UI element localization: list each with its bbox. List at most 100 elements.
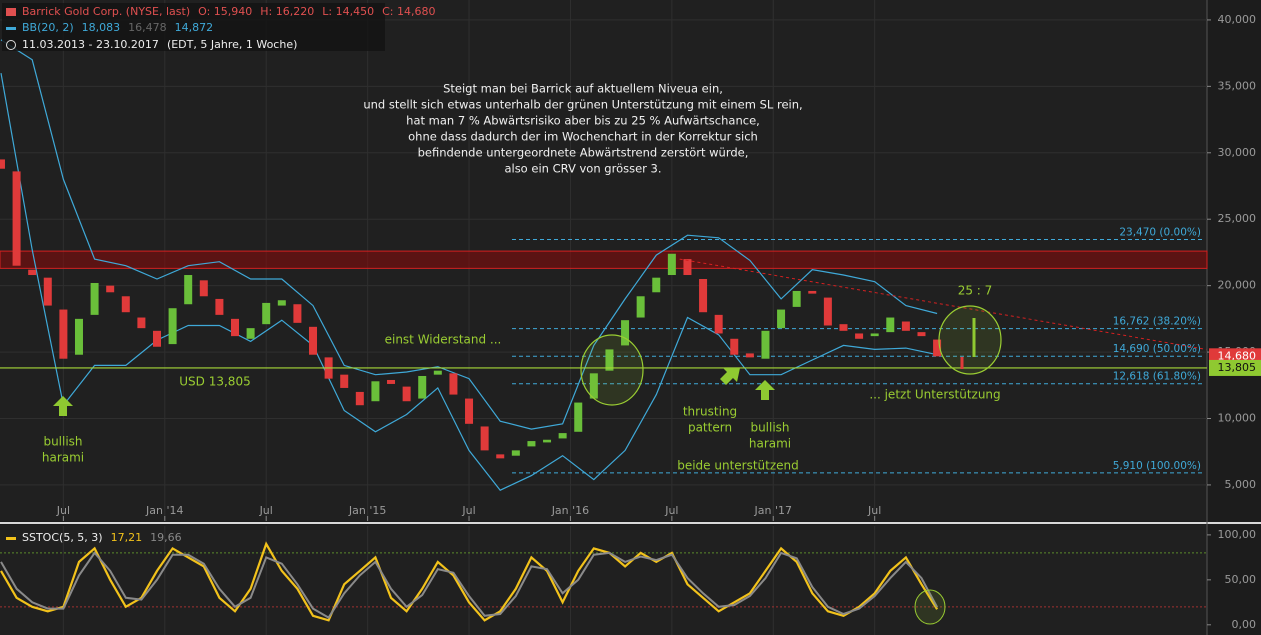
candle [667,253,676,276]
arrow [53,396,73,416]
candle [886,317,895,333]
note-line: ohne dass dadurch der im Wochenchart in … [408,130,758,144]
legend-text: 16,478 [128,21,167,34]
candle [761,330,770,359]
legend-text: SSTOC(5, 5, 3) [22,531,103,544]
candle [465,398,474,424]
legend-text: O: 15,940 [198,5,252,18]
stoch-line [0,541,939,622]
y-tick-label: 5,000 [1225,478,1257,491]
y-tick-label: 0,00 [1232,618,1257,631]
candle [433,370,442,375]
legend-text: BB(20, 2) [22,21,74,34]
candle [293,304,302,323]
candle [933,339,942,357]
candle [28,269,37,276]
legend-swatch [6,8,16,16]
annotation: einst Widerstand ... [385,333,502,347]
candle [636,296,645,318]
candle [917,332,926,337]
stoch-panel [0,525,1207,635]
annotation: harami [42,451,84,465]
annotation: beide unterstützend [677,459,799,473]
y-tick-label: 25,000 [1218,212,1257,225]
support-text: USD 13,805 [179,375,250,389]
candle [215,298,224,315]
note-line: und stellt sich etwas unterhalb der grün… [363,98,802,112]
fib-label: 16,762 (38.20%) [1113,316,1201,328]
candle [496,454,505,459]
last-price-label: 14,680 [1218,349,1257,362]
candle [59,309,68,359]
candle [231,318,240,337]
annotation: bullish [750,421,789,435]
candle [152,330,161,347]
legend-text: Barrick Gold Corp. (NYSE, last) [22,5,190,18]
annotation: thrusting [683,405,737,419]
x-tick-label: Jul [664,504,678,517]
legend-text: 18,083 [82,21,121,34]
candle [246,328,255,339]
candle [480,426,489,451]
candle [605,349,614,371]
legend-swatch [6,537,16,540]
bollinger-upper [0,39,938,430]
candle [90,282,99,315]
candle [683,259,692,276]
highlight-circle [914,589,946,625]
candle [106,285,115,293]
candle [730,338,739,355]
candle [449,373,458,395]
candle [699,278,708,313]
x-tick-label: Jul [259,504,273,517]
candle [387,379,396,384]
annotation: 25 : 7 [958,284,993,298]
candle [371,381,380,402]
candle [777,309,786,329]
legend-clock [6,40,16,50]
candle [199,280,208,297]
candle [121,296,130,313]
fib-label: 23,470 (0.00%) [1119,227,1201,239]
candle [0,159,5,169]
y-tick-label: 10,000 [1218,411,1257,424]
x-tick-label: Jan '15 [348,504,386,517]
y-tick-label: 100,00 [1218,528,1257,541]
legend-bg [2,3,385,51]
x-tick-label: Jan '14 [145,504,183,517]
candle [574,402,583,432]
note-line: hat man 7 % Abwärtsrisiko aber bis zu 25… [406,114,760,128]
x-tick-label: Jul [867,504,881,517]
x-tick-label: Jan '17 [754,504,792,517]
annotation: pattern [688,421,732,435]
candle [558,433,567,439]
highlight-circle [938,305,1002,375]
y-tick-label: 50,00 [1225,573,1257,586]
candle [839,324,848,331]
highlight-circle [580,334,644,406]
candle [43,277,52,306]
x-tick-label: Jul [461,504,475,517]
candle [792,290,801,307]
candle [340,374,349,388]
candle [184,275,193,305]
candle [745,353,754,358]
candle [355,391,364,406]
candle [309,326,318,355]
legend-text: 11.03.2013 - 23.10.2017 [22,38,159,51]
note-line: befindende untergeordnete Abwärtstrend z… [418,146,749,160]
candle [74,318,83,355]
arrow [755,380,775,400]
support-box [1209,359,1261,376]
legend-text: C: 14,680 [382,5,435,18]
candle [855,333,864,339]
candle [402,386,411,402]
candle [901,321,910,331]
legend-text: 19,66 [150,531,182,544]
candle [511,450,520,456]
annotation: bullish [43,435,82,449]
candle [137,317,146,329]
candle [262,302,271,325]
